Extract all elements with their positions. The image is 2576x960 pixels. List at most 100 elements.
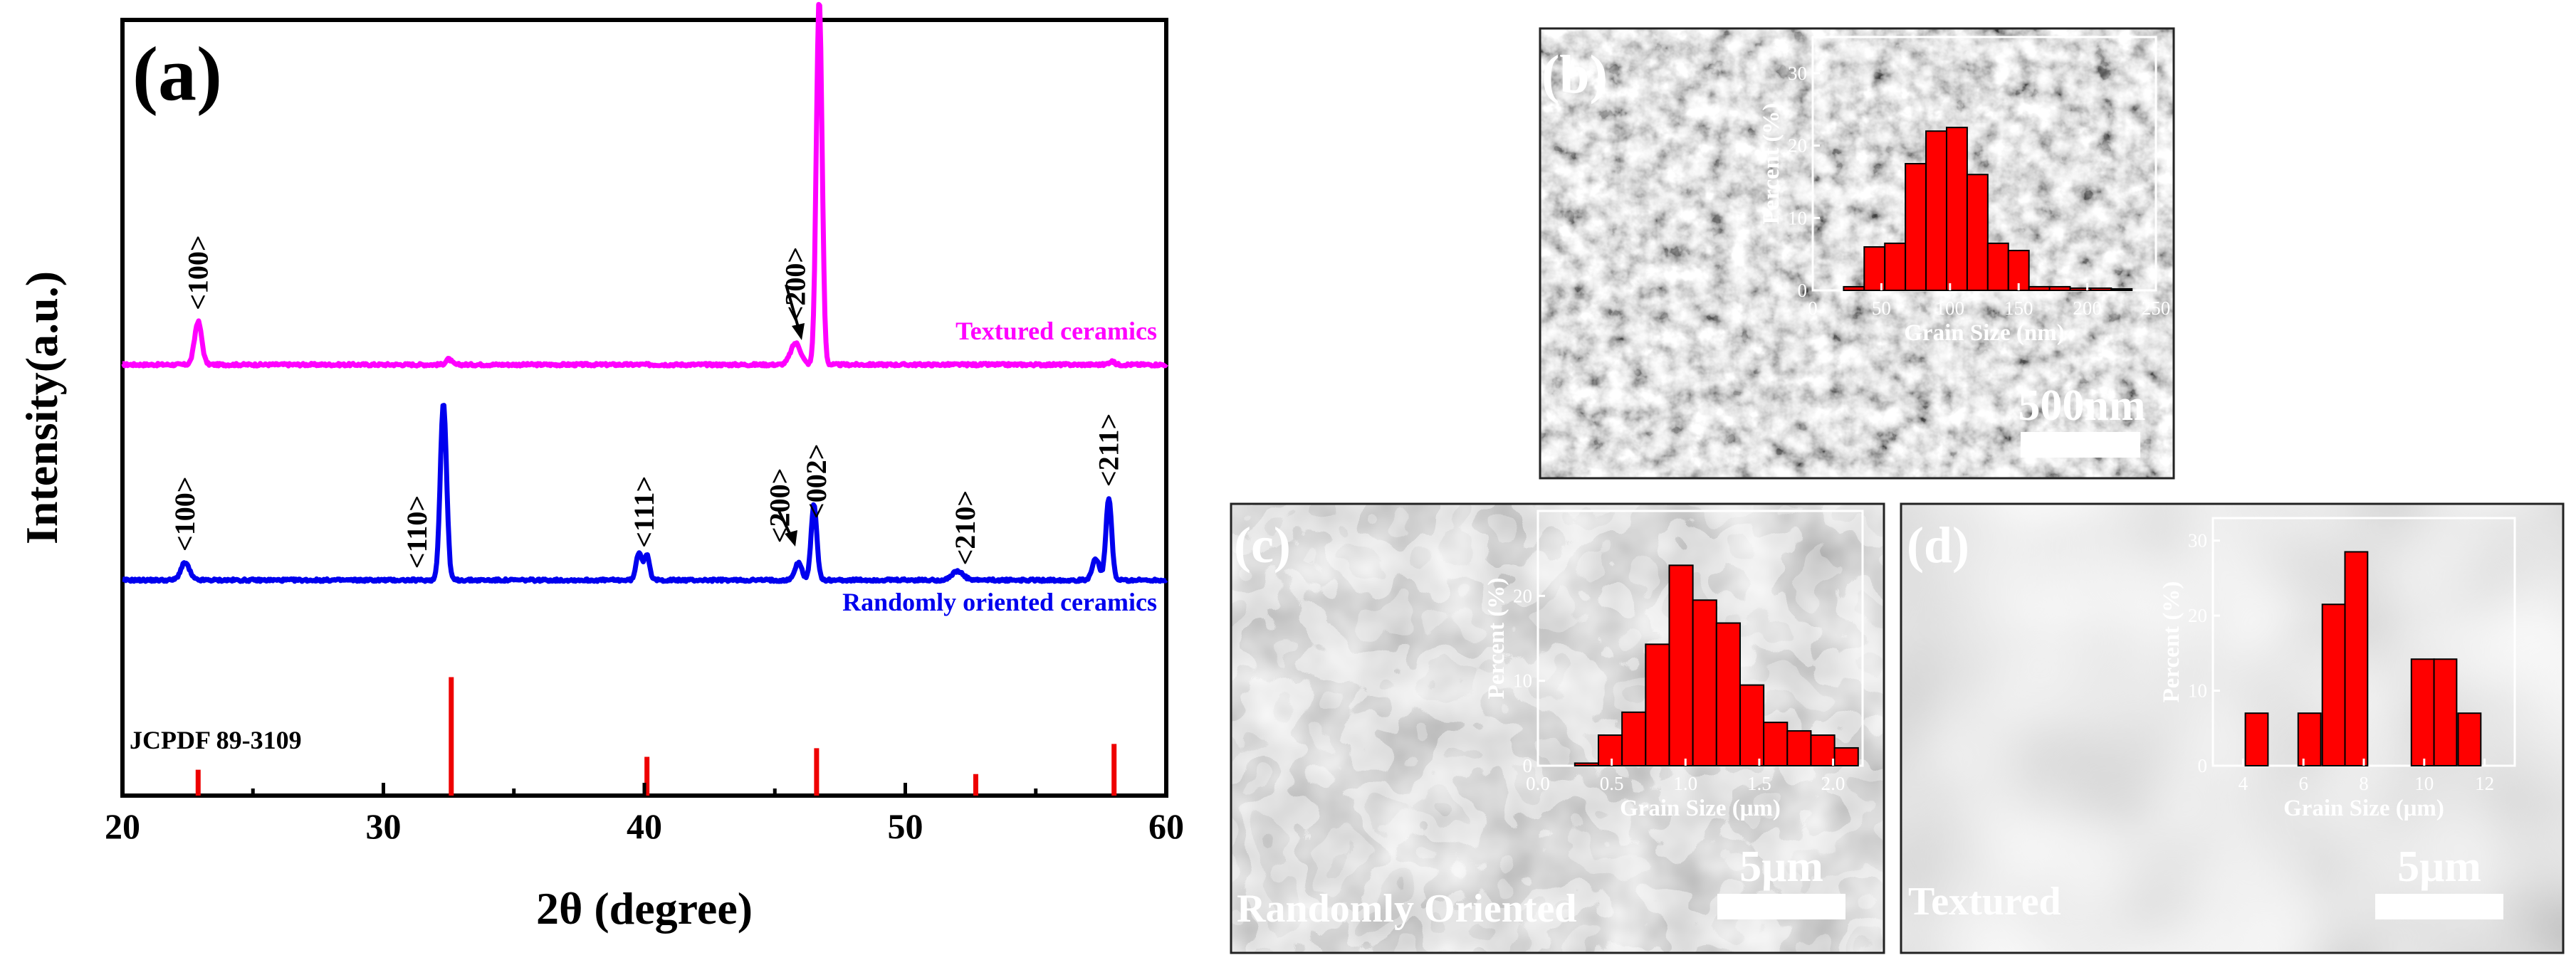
- sem-image-d-frame: [1900, 502, 2565, 954]
- textured-spectrum-line: [121, 1, 1168, 369]
- histogram-bar: [2007, 250, 2030, 291]
- panel-label-b: (b): [1541, 45, 1608, 105]
- inset-y-axis-title: Percent (%): [2159, 581, 2184, 703]
- inset-y-tick-label: 10: [1788, 207, 1807, 228]
- random-spectrum-line: [121, 403, 1168, 584]
- inset-x-tick-label: 0: [1808, 297, 1818, 319]
- peak-arrow-200-textured-head: [792, 323, 805, 340]
- scale-bar-b: [2021, 432, 2140, 458]
- inset-x-tick-label: 250: [2142, 297, 2171, 319]
- histogram-bar: [1668, 564, 1694, 767]
- x-tick-label-20: 20: [105, 806, 140, 846]
- panel-label-a: (a): [132, 32, 222, 117]
- inset-y-tick-label: 0: [2198, 755, 2208, 776]
- scale-bar-label-d: 5μm: [2397, 843, 2481, 891]
- histogram-bar: [1621, 711, 1647, 767]
- inset-y-tick-label: 30: [1788, 63, 1807, 84]
- peak-label-textured-100: <100>: [182, 235, 214, 310]
- reference-lines: [195, 677, 1117, 796]
- scale-bar-d: [2375, 894, 2503, 919]
- histogram-bar: [2110, 288, 2133, 292]
- inset-y-axis-title: Percent (%): [1759, 103, 1784, 225]
- histogram-bar: [1786, 730, 1812, 767]
- inset-x-axis-title: Grain Size (nm): [1904, 320, 2064, 346]
- histogram-bar: [1574, 762, 1599, 767]
- sem-panel-b: (b) 500nm: [1539, 27, 2175, 480]
- histogram-bar: [1884, 242, 1907, 291]
- inset-y-tick-label: 0: [1523, 755, 1533, 776]
- reference-label: JCPDF 89-3109: [130, 726, 302, 754]
- xrd-panel: (a) <100><200><002><100><110><111><200><…: [16, 1, 1184, 934]
- histogram-bar: [1863, 246, 1886, 292]
- inset-x-tick-label: 12: [2475, 773, 2494, 794]
- histogram-bar: [2344, 551, 2369, 766]
- histogram-bar: [2297, 712, 2322, 767]
- inset-x-tick-label: 1.0: [1673, 773, 1697, 794]
- inset-y-tick-label: 10: [1513, 670, 1532, 692]
- x-tick-label-60: 60: [1148, 806, 1184, 846]
- histogram-bar: [1763, 722, 1789, 767]
- sem-image-b-frame: [1539, 27, 2175, 480]
- histogram-bar: [1905, 163, 1927, 291]
- histogram-bar: [2457, 712, 2482, 767]
- scale-bar-label-b: 500nm: [2018, 381, 2145, 430]
- sem-image-c-frame: [1230, 502, 1885, 954]
- histogram-bar: [1986, 242, 2009, 291]
- peak-label-random-111: <111>: [628, 476, 660, 548]
- histogram-bar: [2028, 285, 2051, 291]
- histogram-bar: [1833, 747, 1859, 766]
- caption-d: Textured: [1908, 880, 2061, 924]
- peak-label-textured-200: <200>: [780, 247, 812, 322]
- inset-y-tick-label: 20: [1513, 585, 1532, 606]
- histogram-bar: [1925, 130, 1947, 291]
- inset-x-tick-label: 0.5: [1600, 773, 1624, 794]
- inset-x-tick-label: 1.5: [1747, 773, 1771, 794]
- peak-label-random-100: <100>: [169, 476, 201, 552]
- xrd-frame: [120, 18, 1168, 798]
- peak-arrow-200-random-head: [785, 530, 797, 547]
- x-tick-label-40: 40: [627, 806, 662, 846]
- inset-x-axis-title: Grain Size (μm): [1620, 796, 1781, 821]
- y-axis-title: Intensity(a.u.): [16, 271, 67, 544]
- histogram-bar: [2433, 658, 2458, 766]
- peak-label-random-211: <211>: [1092, 413, 1124, 487]
- scale-bar-label-c: 5μm: [1739, 843, 1823, 891]
- inset-y-tick-label: 0: [1798, 280, 1808, 301]
- xrd-x-axis: 20 30 40 50 60: [105, 783, 1184, 846]
- sem-panel-c: (c) 5μm Randomly Oriented: [1230, 502, 1885, 954]
- inset-histogram-d: 4 6 8 10 12 0 10 20 30 Grain Size (μm) Percent (%): [2159, 517, 2516, 821]
- inset-x-axis-title: Grain Size (μm): [2283, 796, 2444, 821]
- inset-x-tick-label: 100: [1936, 297, 1965, 319]
- histogram-bar: [2321, 603, 2346, 766]
- textured-series-label: Textured ceramics: [955, 317, 1157, 345]
- peak-label-random-002: <002>: [800, 444, 832, 519]
- random-series-label: Randomly oriented ceramics: [842, 588, 1157, 616]
- inset-x-tick-label: 200: [2073, 297, 2102, 319]
- peak-label-random-210: <210>: [949, 490, 981, 566]
- inset-histogram-b: 0 50 100 150 200 250 0 10 20 30 Grain Size (nm) Per…: [1759, 36, 2171, 346]
- histogram-bar: [1597, 734, 1623, 767]
- inset-x-tick-label: 4: [2239, 773, 2248, 794]
- inset-x-tick-label: 8: [2359, 773, 2369, 794]
- panel-label-c: (c): [1234, 517, 1291, 574]
- histogram-bar: [1945, 127, 1968, 291]
- x-tick-label-50: 50: [888, 806, 923, 846]
- histogram-bar: [1739, 684, 1765, 767]
- histogram-bar: [1810, 734, 1836, 767]
- histogram-bar: [1966, 174, 1989, 291]
- histogram-bar: [2244, 712, 2269, 767]
- inset-x-tick-label: 2.0: [1821, 773, 1845, 794]
- inset-x-tick-label: 50: [1872, 297, 1891, 319]
- inset-y-tick-label: 20: [1788, 135, 1807, 157]
- inset-x-tick-label: 10: [2414, 773, 2434, 794]
- peak-label-random-110: <110>: [401, 495, 433, 569]
- histogram-bar: [1715, 622, 1741, 767]
- panel-label-d: (d): [1907, 517, 1969, 574]
- inset-y-tick-label: 10: [2188, 680, 2207, 702]
- peak-label-random-200: <200>: [764, 468, 796, 544]
- caption-c: Randomly Oriented: [1237, 887, 1577, 931]
- inset-y-tick-label: 30: [2188, 530, 2207, 552]
- inset-x-tick-label: 0.0: [1526, 773, 1550, 794]
- histogram-bar: [1645, 643, 1670, 766]
